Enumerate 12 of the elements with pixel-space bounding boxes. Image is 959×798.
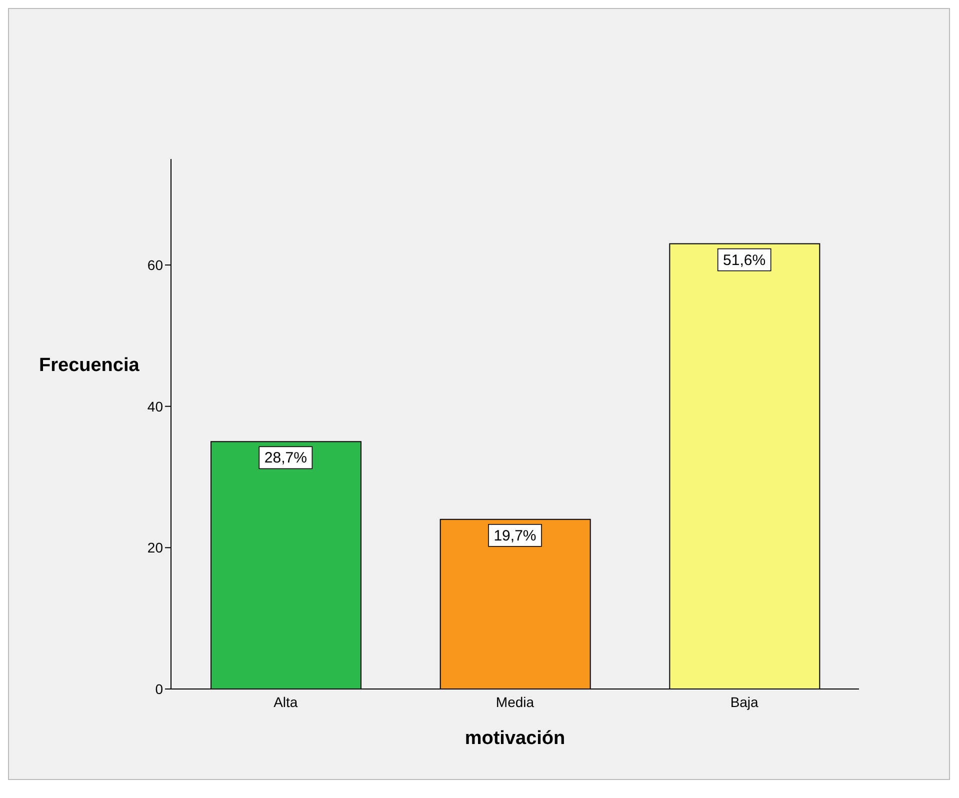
- annotation: 28,7%: [264, 450, 307, 467]
- y-tick-label: 60: [147, 256, 164, 273]
- annotation: 51,6%: [723, 252, 766, 269]
- x-tick-label: Baja: [730, 694, 759, 710]
- annotation: 19,7%: [494, 527, 536, 544]
- y-tick-label: 40: [147, 398, 164, 414]
- x-tick-label: Alta: [274, 694, 298, 710]
- y-tick-label: 0: [155, 680, 164, 697]
- y-axis-title: Frecuencia: [39, 355, 140, 376]
- x-axis-title: motivación: [464, 728, 566, 749]
- x-tick-label: Media: [496, 694, 534, 710]
- y-tick-label: 20: [147, 540, 164, 556]
